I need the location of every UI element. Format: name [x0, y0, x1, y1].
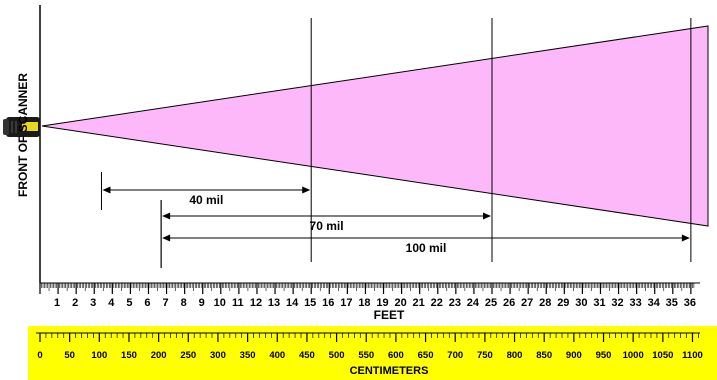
- cm-tick-label: 700: [447, 350, 463, 361]
- feet-tick-label: 18: [358, 297, 370, 309]
- cm-tick-label: 1050: [652, 350, 673, 361]
- feet-tick-label: 15: [304, 297, 316, 309]
- cm-tick-label: 50: [64, 350, 75, 361]
- feet-tick-label: 3: [90, 297, 96, 309]
- cm-tick-label: 600: [388, 350, 404, 361]
- feet-tick-label: 23: [449, 297, 461, 309]
- feet-tick-label: 22: [431, 297, 443, 309]
- feet-tick-label: 12: [250, 297, 262, 309]
- cm-tick-labels: 0 50 100 150 200 250 300 350 400 450 500 550 600 650 7…: [37, 350, 702, 361]
- range-marker: 70 mil: [160, 200, 491, 268]
- cm-tick-label: 850: [536, 350, 552, 361]
- feet-tick-label: 9: [199, 297, 205, 309]
- feet-tick-label: 32: [611, 297, 623, 309]
- cm-tick-label: 650: [418, 350, 434, 361]
- feet-tick-label: 13: [268, 297, 280, 309]
- feet-tick-labels: 1 2 3 4 5 6 7 8 9 10 11 12 13 14 15 16 17 18 19 20 21 22 23 24 2…: [54, 297, 696, 309]
- feet-axis-label: FEET: [374, 308, 405, 322]
- feet-tick-label: 2: [72, 297, 78, 309]
- cm-tick-label: 1100: [682, 350, 703, 361]
- range-label: 40 mil: [189, 193, 223, 207]
- cm-tick-label: 800: [507, 350, 523, 361]
- cm-tick-label: 550: [358, 350, 374, 361]
- cm-tick-label: 500: [329, 350, 345, 361]
- feet-tick-label: 4: [108, 297, 115, 309]
- cm-tick-label: 900: [566, 350, 582, 361]
- feet-tick-label: 27: [521, 297, 533, 309]
- feet-tick-label: 31: [593, 297, 605, 309]
- cm-tick-label: 350: [240, 350, 256, 361]
- cm-tick-label: 1000: [623, 350, 644, 361]
- feet-tick-label: 1: [54, 297, 60, 309]
- feet-tick-label: 30: [575, 297, 587, 309]
- range-label: 100 mil: [406, 241, 447, 255]
- feet-tick-label: 36: [684, 297, 696, 309]
- feet-ruler: 1 2 3 4 5 6 7 8 9 10 11 12 13 14 15 16 17 18 19 20 21 22 23 24 2…: [39, 282, 700, 322]
- range-end-arrow: [302, 186, 311, 194]
- cm-tick-label: 200: [151, 350, 167, 361]
- feet-tick-label: 6: [144, 297, 150, 309]
- feet-tick-label: 7: [162, 297, 168, 309]
- feet-tick-label: 33: [630, 297, 642, 309]
- range-markers: 40 mil 70 mil 100 mil: [100, 172, 690, 268]
- cm-ticks: [39, 333, 699, 342]
- cm-tick-label: 300: [210, 350, 226, 361]
- feet-tick-label: 10: [214, 297, 226, 309]
- feet-tick-label: 5: [126, 297, 132, 309]
- feet-tick-label: 14: [286, 297, 299, 309]
- feet-tick-label: 25: [485, 297, 497, 309]
- feet-tick-label: 19: [376, 297, 388, 309]
- cm-tick-label: 250: [180, 350, 196, 361]
- cm-axis-label: CENTIMETERS: [350, 365, 429, 377]
- range-start-arrow: [162, 234, 171, 242]
- feet-tick-label: 8: [181, 297, 187, 309]
- feet-tick-label: 24: [467, 297, 480, 309]
- feet-tick-label: 17: [340, 297, 352, 309]
- range-marker: 100 mil: [160, 200, 690, 268]
- cm-tick-label: 0: [37, 350, 42, 361]
- feet-tick-label: 26: [503, 297, 515, 309]
- range-start-arrow: [102, 186, 111, 194]
- centimeters-ruler: 0 50 100 150 200 250 300 350 400 450 500 550 600 650 7…: [28, 326, 717, 380]
- feet-ticks: [39, 283, 695, 294]
- feet-tick-label: 28: [539, 297, 551, 309]
- feet-tick-label: 11: [232, 297, 244, 309]
- feet-tick-label: 34: [648, 297, 661, 309]
- guide-lines: [310, 18, 692, 262]
- cm-tick-label: 950: [596, 350, 612, 361]
- range-start-arrow: [162, 212, 171, 220]
- range-end-arrow: [483, 212, 491, 220]
- cm-tick-label: 100: [91, 350, 107, 361]
- feet-tick-label: 29: [557, 297, 569, 309]
- cm-tick-label: 150: [121, 350, 137, 361]
- feet-tick-label: 16: [322, 297, 334, 309]
- range-marker: 40 mil: [100, 172, 311, 210]
- front-of-scanner-label: FRONT OF SCANNER: [16, 73, 30, 197]
- cm-tick-label: 450: [299, 350, 315, 361]
- range-label: 70 mil: [310, 219, 344, 233]
- scan-beam: [41, 25, 709, 227]
- cm-tick-label: 750: [477, 350, 493, 361]
- cm-tick-label: 400: [269, 350, 285, 361]
- feet-tick-label: 20: [394, 297, 406, 309]
- feet-tick-label: 35: [666, 297, 678, 309]
- scanner-icon: [3, 117, 40, 137]
- range-end-arrow: [681, 234, 690, 242]
- feet-tick-label: 21: [413, 297, 425, 309]
